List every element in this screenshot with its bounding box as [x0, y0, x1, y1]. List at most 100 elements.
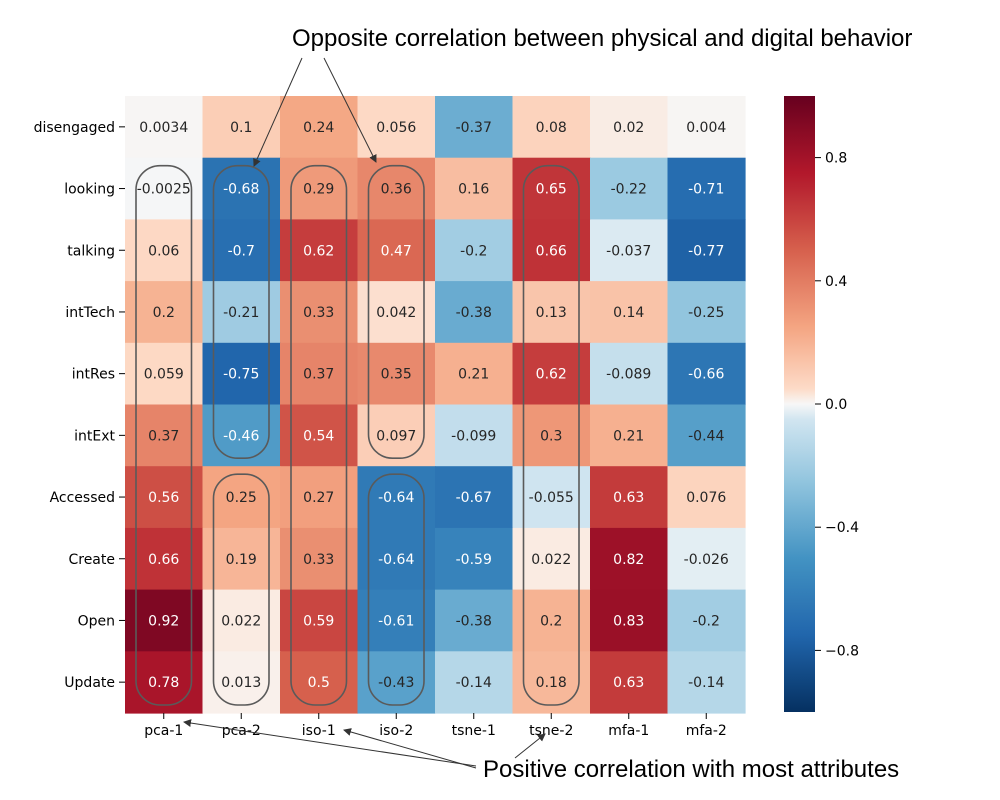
- cell-accessed-pca-1: [125, 466, 204, 529]
- cell-label-talking-tsne-2: 0.66: [536, 243, 567, 259]
- row-labels: disengaged looking talking intTech intRes int…: [34, 120, 125, 691]
- cell-talking-pca-2: [202, 219, 281, 282]
- colorbar-tick-label: −0.4: [825, 520, 859, 536]
- cell-label-open-pca-1: 0.92: [148, 613, 179, 629]
- cell-looking-mfa-1: [590, 157, 669, 220]
- row-label-intres: intRes: [72, 367, 115, 383]
- cell-label-update-iso-1: 0.5: [308, 675, 330, 691]
- cell-label-accessed-iso-1: 0.27: [303, 490, 334, 506]
- cell-intext-tsne-1: [435, 404, 514, 467]
- annotation-arrow-top-2: [323, 57, 377, 163]
- cell-update-iso-2: [357, 651, 436, 714]
- cell-label-create-iso-1: 0.33: [303, 552, 334, 568]
- cell-create-pca-2: [202, 527, 281, 591]
- cell-label-looking-mfa-2: -0.71: [688, 182, 724, 198]
- cell-intext-iso-2: [357, 404, 436, 467]
- cell-accessed-mfa-1: [590, 466, 669, 529]
- cell-accessed-pca-2: [202, 466, 281, 529]
- cell-create-mfa-2: [667, 527, 746, 591]
- cell-label-create-mfa-2: -0.026: [684, 552, 729, 568]
- cell-create-pca-1: [125, 527, 204, 591]
- cell-update-mfa-2: [667, 651, 746, 714]
- cell-talking-pca-1: [125, 219, 204, 282]
- cell-label-accessed-mfa-1: 0.63: [613, 490, 644, 506]
- cell-disengaged-pca-2: [202, 96, 281, 159]
- cell-label-inttech-mfa-1: 0.14: [613, 305, 644, 321]
- cell-open-pca-1: [125, 589, 204, 652]
- cell-open-mfa-2: [667, 589, 746, 652]
- cell-intres-tsne-1: [435, 342, 514, 406]
- cell-label-disengaged-pca-2: 0.1: [230, 120, 252, 136]
- row-label-looking: looking: [64, 182, 115, 198]
- cell-disengaged-mfa-1: [590, 96, 669, 159]
- cell-intres-pca-1: [125, 342, 204, 406]
- cell-label-inttech-tsne-1: -0.38: [456, 305, 492, 321]
- cell-create-iso-2: [357, 527, 436, 591]
- cell-disengaged-mfa-2: [667, 96, 746, 159]
- cell-label-update-mfa-1: 0.63: [613, 675, 644, 691]
- cell-update-tsne-1: [435, 651, 514, 714]
- highlight-outline-iso-2-looking-intext: [367, 164, 425, 459]
- cell-label-open-tsne-1: -0.38: [456, 613, 492, 629]
- cell-accessed-tsne-2: [512, 466, 591, 529]
- cell-label-accessed-tsne-1: -0.67: [456, 490, 492, 506]
- highlight-outline-pca-2-accessed-update: [212, 473, 270, 706]
- cell-looking-tsne-1: [435, 157, 514, 220]
- cell-accessed-mfa-2: [667, 466, 746, 529]
- cell-label-inttech-pca-2: -0.21: [223, 305, 259, 321]
- row-label-intext: intExt: [74, 428, 115, 444]
- cell-inttech-mfa-1: [590, 281, 669, 344]
- cell-label-inttech-pca-1: 0.2: [153, 305, 175, 321]
- cell-intres-mfa-2: [667, 342, 746, 406]
- highlight-outline-pca-1-looking-update: [135, 164, 193, 706]
- colorbar-tick-label: 0.4: [825, 274, 847, 290]
- cell-disengaged-tsne-1: [435, 96, 514, 159]
- cell-create-tsne-1: [435, 527, 514, 591]
- cell-label-inttech-tsne-2: 0.13: [536, 305, 567, 321]
- cell-label-accessed-pca-2: 0.25: [226, 490, 257, 506]
- cell-label-disengaged-mfa-2: 0.004: [686, 120, 726, 136]
- cell-create-tsne-2: [512, 527, 591, 591]
- cell-label-open-mfa-2: -0.2: [693, 613, 720, 629]
- cell-label-inttech-mfa-2: -0.25: [688, 305, 724, 321]
- cell-intext-mfa-1: [590, 404, 669, 467]
- col-label-pca-1: pca-1: [144, 723, 183, 739]
- col-label-iso-2: iso-2: [379, 723, 413, 739]
- cell-talking-tsne-2: [512, 219, 591, 282]
- cell-inttech-iso-1: [280, 281, 359, 344]
- cell-label-update-iso-2: -0.43: [378, 675, 414, 691]
- col-label-mfa-1: mfa-1: [608, 723, 649, 739]
- cell-label-intres-tsne-2: 0.62: [536, 367, 567, 383]
- annotation-positive-correlation: Positive correlation with most attribute…: [483, 756, 899, 783]
- row-label-talking: talking: [67, 243, 115, 259]
- cell-label-talking-iso-1: 0.62: [303, 243, 334, 259]
- cell-create-iso-1: [280, 527, 359, 591]
- cell-label-talking-mfa-1: -0.037: [606, 243, 651, 259]
- cell-label-update-tsne-2: 0.18: [536, 675, 567, 691]
- highlight-outline-pca-2-looking-intext: [212, 164, 270, 459]
- cell-label-intext-iso-1: 0.54: [303, 428, 334, 444]
- cell-label-intext-mfa-1: 0.21: [613, 428, 644, 444]
- cell-label-talking-iso-2: 0.47: [381, 243, 412, 259]
- cell-label-accessed-mfa-2: 0.076: [686, 490, 726, 506]
- annotation-arrow-bottom-2: [343, 728, 477, 769]
- annotation-arrow-top-1: [253, 57, 303, 167]
- cell-label-intext-pca-2: -0.46: [223, 428, 259, 444]
- annotation-arrow-bottom-1: [183, 719, 477, 767]
- highlight-outline-iso-1-looking-update: [290, 164, 348, 706]
- annotation-opposite-correlation: Opposite correlation between physical an…: [292, 25, 912, 52]
- cell-intext-iso-1: [280, 404, 359, 467]
- cell-label-create-pca-1: 0.66: [148, 552, 179, 568]
- cell-intres-mfa-1: [590, 342, 669, 406]
- col-label-tsne-1: tsne-1: [452, 723, 496, 739]
- colorbar-tick-label: 0.8: [825, 151, 847, 167]
- cell-label-intext-mfa-2: -0.44: [688, 428, 724, 444]
- cell-label-intext-iso-2: 0.097: [376, 428, 416, 444]
- col-label-tsne-2: tsne-2: [529, 723, 573, 739]
- cell-intext-pca-1: [125, 404, 204, 467]
- annotations: Opposite correlation between physical an…: [183, 25, 912, 783]
- colorbar-tick-label: −0.8: [825, 643, 859, 659]
- row-label-disengaged: disengaged: [34, 120, 115, 136]
- cell-talking-iso-1: [280, 219, 359, 282]
- cell-label-create-tsne-1: -0.59: [456, 552, 492, 568]
